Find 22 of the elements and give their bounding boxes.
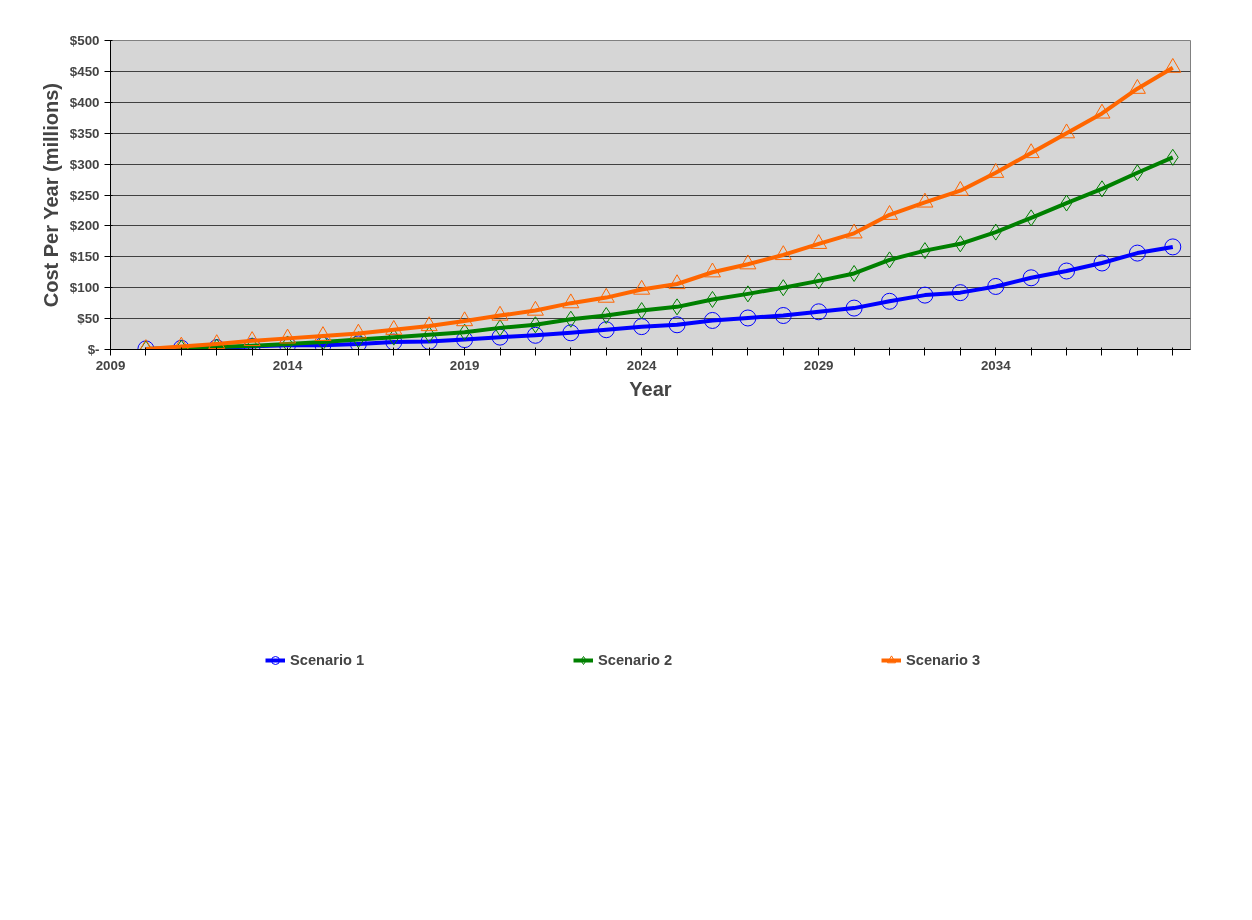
y-tick-label: $250 [69, 187, 100, 203]
x-tick-label: 2014 [272, 357, 303, 373]
x-tick-label: 2019 [449, 357, 480, 373]
x-axis-title: Year [629, 377, 672, 400]
legend-label: Scenario 2 [598, 652, 674, 668]
y-tick-label: $450 [69, 63, 100, 79]
legend-label: Scenario 3 [906, 652, 982, 668]
x-tick-label: 2029 [803, 357, 834, 373]
x-tick-label: 2009 [95, 357, 126, 373]
legend-label: Scenario 1 [290, 652, 366, 668]
y-tick-label: $150 [69, 249, 100, 265]
y-tick-label: $500 [69, 33, 100, 48]
y-tick-label: $50 [77, 311, 100, 327]
y-tick-label: $100 [69, 280, 100, 296]
y-tick-label: $350 [69, 125, 100, 141]
y-axis-title: Cost Per Year (millions) [39, 83, 62, 308]
y-tick-label: $300 [69, 156, 100, 172]
x-tick-label: 2034 [980, 357, 1012, 373]
y-tick-label: $- [87, 342, 100, 357]
y-tick-label: $200 [69, 218, 100, 234]
x-tick-label: 2024 [626, 357, 658, 373]
y-tick-label: $400 [69, 94, 100, 110]
